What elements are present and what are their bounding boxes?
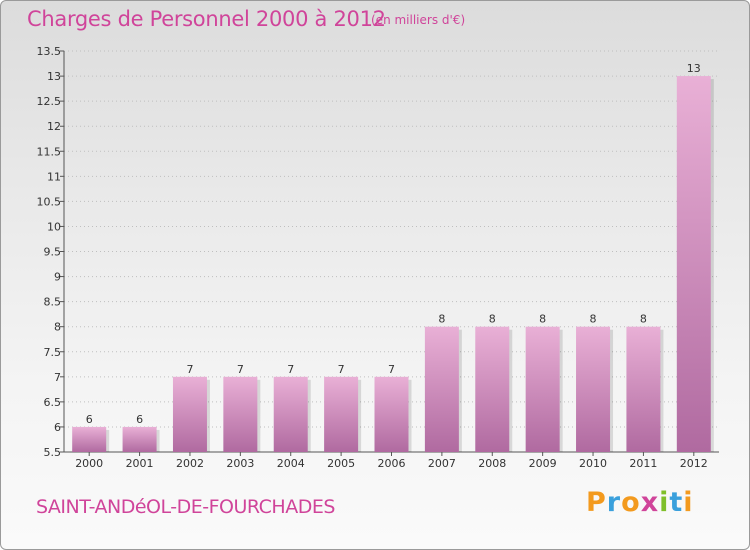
bar-2009 xyxy=(525,326,560,452)
bar-2003 xyxy=(223,376,258,452)
x-tick-label: 2006 xyxy=(378,457,406,470)
y-tick-label: 12 xyxy=(47,120,61,133)
y-tick-label: 10.5 xyxy=(37,195,62,208)
bar-2010 xyxy=(576,326,611,452)
y-tick-label: 9 xyxy=(54,271,61,284)
y-tick-label: 7.5 xyxy=(44,346,62,359)
bar-2011 xyxy=(626,326,661,452)
bar-2004 xyxy=(273,376,308,452)
data-label: 7 xyxy=(338,363,345,376)
x-tick-label: 2004 xyxy=(277,457,305,470)
x-tick-label: 2005 xyxy=(327,457,355,470)
bar-2005 xyxy=(324,376,359,452)
logo-letter: i xyxy=(683,487,694,518)
y-tick-label: 6.5 xyxy=(44,396,62,409)
x-tick-label: 2012 xyxy=(680,457,708,470)
y-tick-label: 9.5 xyxy=(44,246,62,259)
bar-2002 xyxy=(172,376,207,452)
data-label: 8 xyxy=(438,313,445,326)
bar-2006 xyxy=(374,376,409,452)
logo-letter: x xyxy=(640,487,660,518)
chart-unit: (en milliers d'€) xyxy=(371,13,466,27)
x-tick-label: 2008 xyxy=(478,457,506,470)
logo-letter: P xyxy=(586,487,607,518)
data-label: 6 xyxy=(136,413,143,426)
data-label: 13 xyxy=(687,62,701,75)
y-tick-label: 7 xyxy=(54,371,61,384)
x-tick-label: 2000 xyxy=(75,457,103,470)
y-tick-label: 11.5 xyxy=(37,145,62,158)
data-label: 7 xyxy=(388,363,395,376)
y-tick-label: 8.5 xyxy=(44,296,62,309)
y-tick-label: 12.5 xyxy=(37,95,62,108)
labels: 5.5 6 6.5 7 7.5 8 8.5 9 9.5 10 10.5 11 11.5 12 12.5 13 1… xyxy=(37,45,708,470)
bar-2007 xyxy=(424,326,459,452)
data-label: 7 xyxy=(287,363,294,376)
chart-title: Charges de Personnel 2000 à 2012 xyxy=(27,7,386,31)
data-label: 7 xyxy=(237,363,244,376)
data-label: 8 xyxy=(539,313,546,326)
data-label: 7 xyxy=(186,363,193,376)
bar-2001 xyxy=(122,426,157,452)
y-tick-label: 6 xyxy=(54,421,61,434)
bar-2008 xyxy=(475,326,510,452)
y-tick-label: 13.5 xyxy=(37,45,62,58)
data-label: 6 xyxy=(86,413,93,426)
y-tick-label: 11 xyxy=(47,170,61,183)
x-tick-label: 2003 xyxy=(226,457,254,470)
x-tick-label: 2001 xyxy=(126,457,154,470)
y-tick-label: 8 xyxy=(54,321,61,334)
data-label: 8 xyxy=(640,313,647,326)
x-tick-label: 2011 xyxy=(629,457,657,470)
proxiti-logo[interactable]: Proxiti xyxy=(586,487,694,518)
data-label: 8 xyxy=(489,313,496,326)
logo-letter: r xyxy=(606,487,622,518)
bar-2012 xyxy=(676,76,711,452)
y-tick-label: 5.5 xyxy=(44,446,62,459)
logo-letter: i xyxy=(659,487,670,518)
y-tick-label: 13 xyxy=(47,70,61,83)
y-tick-label: 10 xyxy=(47,220,61,233)
x-tick-label: 2002 xyxy=(176,457,204,470)
x-tick-label: 2009 xyxy=(529,457,557,470)
x-tick-label: 2007 xyxy=(428,457,456,470)
commune-name: SAINT-ANDéOL-DE-FOURCHADES xyxy=(36,496,335,518)
data-label: 8 xyxy=(590,313,597,326)
logo-letter: t xyxy=(669,487,684,518)
x-tick-label: 2010 xyxy=(579,457,607,470)
bar-2000 xyxy=(72,426,107,452)
bars xyxy=(72,76,714,452)
logo-letter: o xyxy=(621,487,641,518)
